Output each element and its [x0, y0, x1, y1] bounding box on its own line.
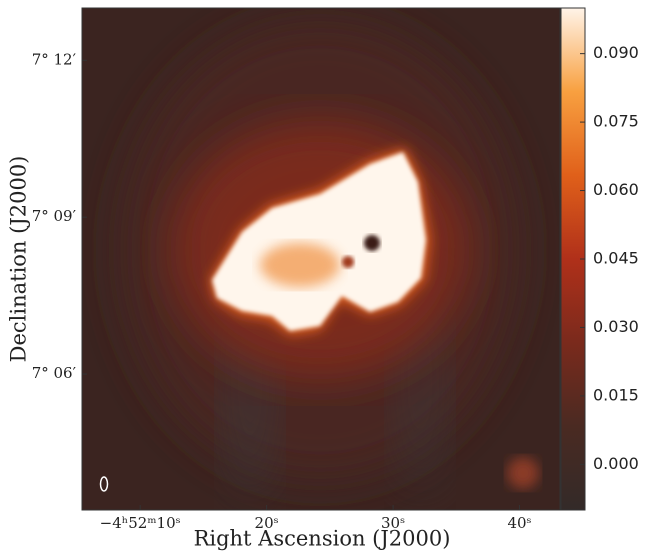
- y-tick-label: 7° 09′: [32, 207, 77, 225]
- x-tick-label: 20ˢ: [255, 514, 279, 532]
- colorbar-tick-label: 0.060: [593, 180, 639, 199]
- x-tick-label: −4ʰ52ᵐ10ˢ: [100, 514, 181, 532]
- x-tick-label: 40ˢ: [507, 514, 531, 532]
- colorbar-tick-label: 0.015: [593, 385, 639, 404]
- plot-frame: [81, 7, 561, 511]
- colorbar-tick-label: 0.090: [593, 43, 639, 62]
- colorbar-tick-label: 0.075: [593, 112, 639, 131]
- y-axis-label: Declination (J2000): [7, 156, 31, 363]
- colorbar-tick-label: 0.045: [593, 249, 639, 268]
- colorbar-tick-label: 0.000: [593, 454, 639, 473]
- sky-image: [82, 8, 560, 510]
- x-axis-label: Right Ascension (J2000): [194, 527, 451, 551]
- x-tick-label: 30ˢ: [381, 514, 405, 532]
- y-tick-label: 7° 12′: [32, 50, 77, 68]
- y-tick-label: 7° 06′: [32, 364, 77, 382]
- colorbar-tick-label: 0.030: [593, 317, 639, 336]
